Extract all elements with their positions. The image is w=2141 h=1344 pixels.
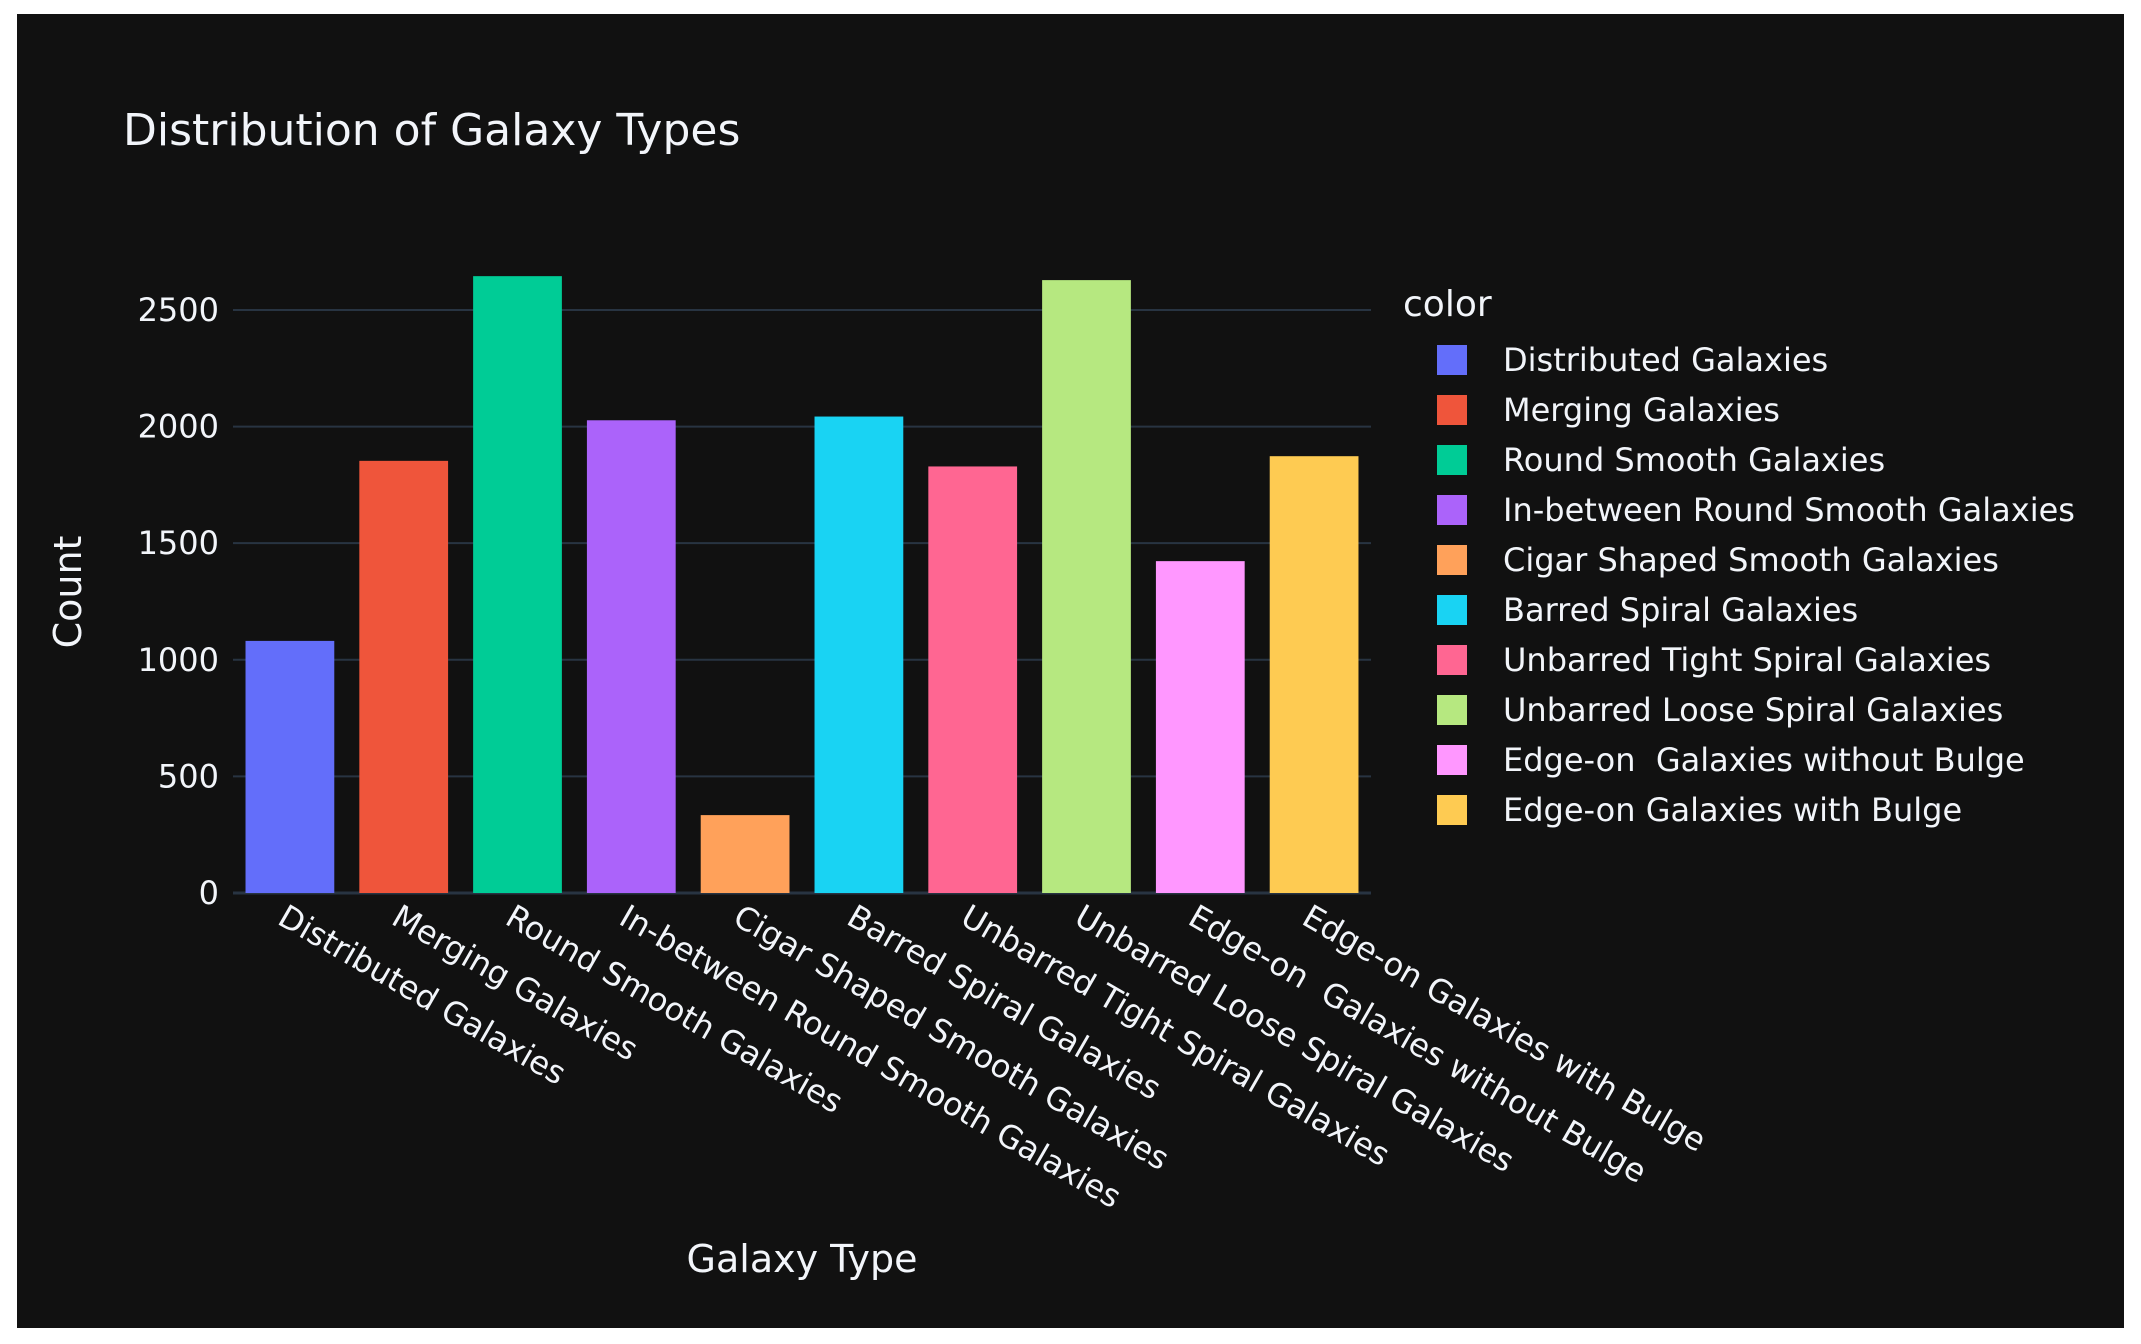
legend-item-label[interactable]: Unbarred Loose Spiral Galaxies	[1503, 691, 2003, 729]
y-tick-label: 500	[158, 757, 219, 795]
bar[interactable]	[359, 460, 449, 893]
legend-item-label[interactable]: Round Smooth Galaxies	[1503, 441, 1885, 479]
y-tick-label: 2500	[138, 291, 219, 329]
legend-swatch[interactable]	[1437, 645, 1467, 675]
bar[interactable]	[1155, 561, 1245, 893]
legend-item-label[interactable]: Edge-on Galaxies with Bulge	[1503, 791, 1962, 829]
chart-svg: Distribution of Galaxy Types 0 500 1000 150…	[46, 105, 2075, 1281]
bar[interactable]	[586, 420, 676, 893]
bars	[245, 276, 1359, 894]
y-tick-label: 1000	[138, 641, 219, 679]
legend-title: color	[1403, 284, 1492, 325]
y-tick-label: 1500	[138, 524, 219, 562]
bar[interactable]	[928, 466, 1018, 893]
bar[interactable]	[1042, 280, 1131, 893]
legend-swatch[interactable]	[1437, 695, 1467, 725]
bar[interactable]	[473, 276, 562, 894]
legend-swatch[interactable]	[1437, 745, 1467, 775]
legend-item-label[interactable]: Distributed Galaxies	[1503, 341, 1828, 379]
chart-background: Distribution of Galaxy Types 0 500 1000 150…	[17, 14, 2124, 1328]
bar[interactable]	[814, 416, 904, 893]
legend-swatch[interactable]	[1437, 495, 1467, 525]
y-axis-title: Count	[46, 536, 90, 649]
chart-title: Distribution of Galaxy Types	[123, 105, 740, 156]
bar[interactable]	[700, 815, 790, 893]
y-tick-label: 0	[199, 874, 219, 912]
x-axis-title: Galaxy Type	[687, 1237, 918, 1281]
legend-item-label[interactable]: In-between Round Smooth Galaxies	[1503, 491, 2075, 529]
legend-item-label[interactable]: Edge-on Galaxies without Bulge	[1503, 741, 2025, 779]
legend-swatch[interactable]	[1437, 595, 1467, 625]
legend-item-label[interactable]: Merging Galaxies	[1503, 391, 1780, 429]
x-tick-label: Edge-on Galaxies without Bulge	[1182, 897, 1653, 1191]
legend-item-label[interactable]: Barred Spiral Galaxies	[1503, 591, 1858, 629]
legend-swatch[interactable]	[1437, 545, 1467, 575]
legend-swatch[interactable]	[1437, 395, 1467, 425]
bar[interactable]	[245, 640, 335, 893]
legend-swatch[interactable]	[1437, 345, 1467, 375]
legend: color Distributed Galaxies Merging Galaxi…	[1403, 284, 2075, 829]
legend-swatch[interactable]	[1437, 445, 1467, 475]
y-tick-labels: 0 500 1000 1500 2000 2500	[138, 291, 219, 912]
legend-item-label[interactable]: Cigar Shaped Smooth Galaxies	[1503, 541, 1999, 579]
y-tick-label: 2000	[138, 408, 219, 446]
legend-item-label[interactable]: Unbarred Tight Spiral Galaxies	[1503, 641, 1991, 679]
bar[interactable]	[1269, 456, 1359, 893]
legend-swatch[interactable]	[1437, 795, 1467, 825]
